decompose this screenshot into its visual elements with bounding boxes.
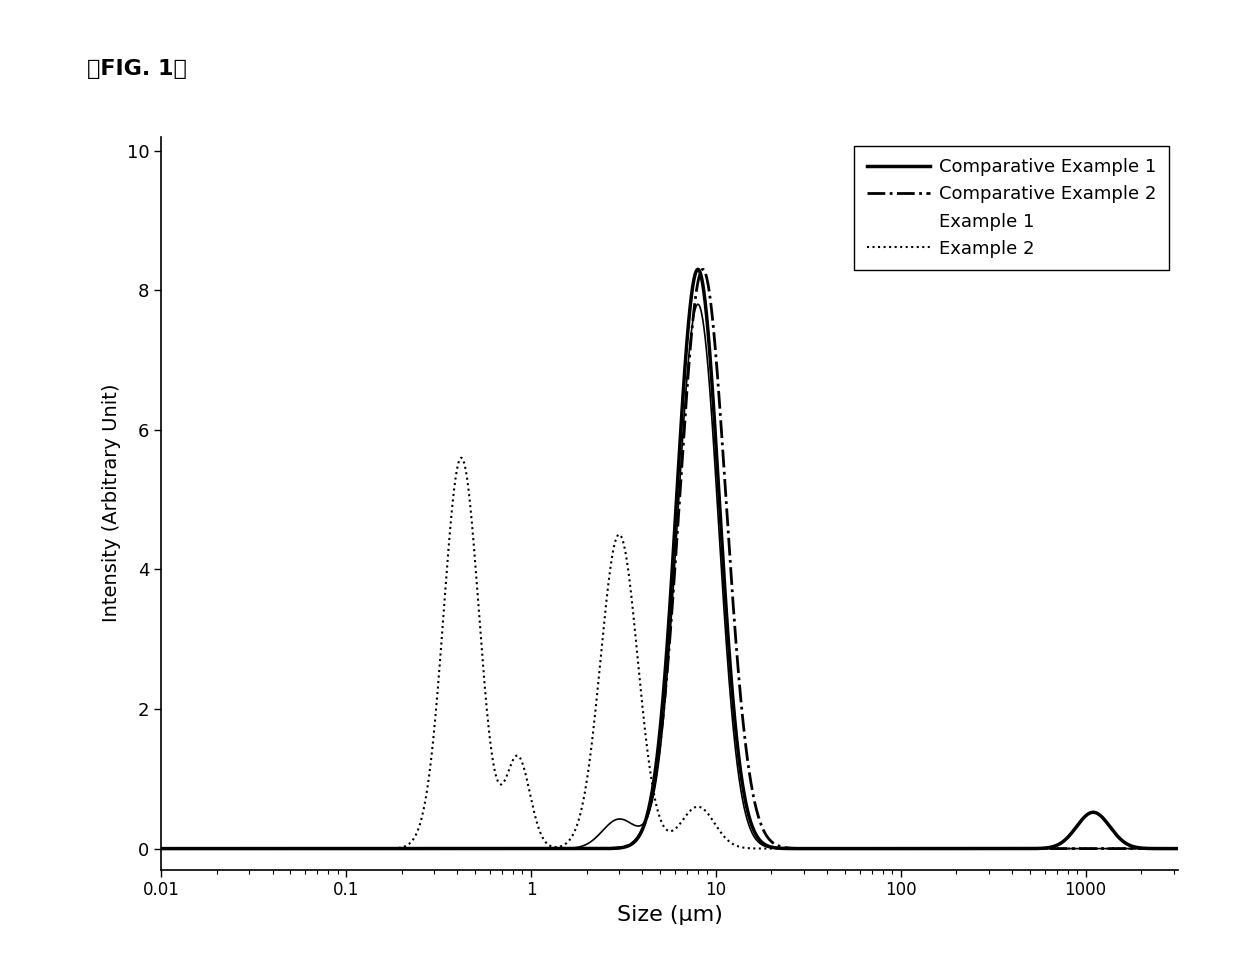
Text: 』FIG. 1】: 』FIG. 1】 — [87, 59, 187, 78]
X-axis label: Size (μm): Size (μm) — [616, 905, 723, 925]
Legend: Comparative Example 1, Comparative Example 2, Example 1, Example 2: Comparative Example 1, Comparative Examp… — [854, 146, 1169, 271]
Y-axis label: Intensity (Arbitrary Unit): Intensity (Arbitrary Unit) — [102, 384, 122, 622]
